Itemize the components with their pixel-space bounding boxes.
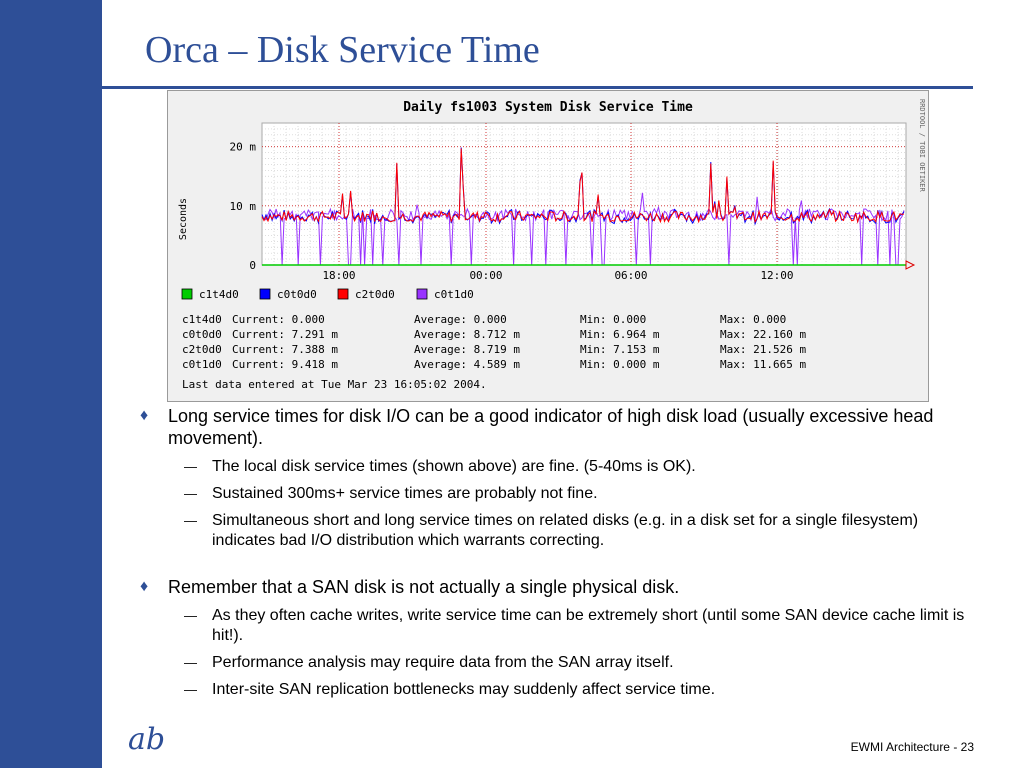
sub-bullet-item: — Simultaneous short and long service ti… [140,511,970,551]
x-tick-label: 18:00 [322,269,355,282]
stats-current: Current: 9.418 m [232,358,338,371]
title-rule [35,86,973,89]
stats-max: Max: 0.000 [720,313,786,326]
stats-disk: c0t0d0 [182,328,222,341]
sub-bullet-item: — Inter-site SAN replication bottlenecks… [140,680,970,700]
bullet-gap [140,558,970,576]
stats-max: Max: 11.665 m [720,358,806,371]
y-tick-label: 10 m [230,200,257,213]
stats-average: Average: 0.000 [414,313,507,326]
stats-disk: c2t0d0 [182,343,222,356]
legend-label: c0t1d0 [434,288,474,301]
disk-service-chart: Daily fs1003 System Disk Service Time RRD… [178,99,926,391]
rrd-graph: Daily fs1003 System Disk Service Time RRD… [167,90,929,402]
last-data-label: Last data entered at Tue Mar 23 16:05:02… [182,378,487,391]
stats-min: Min: 0.000 [580,313,646,326]
bullet-item: ♦ Remember that a SAN disk is not actual… [140,576,970,598]
x-tick-label: 12:00 [760,269,793,282]
legend-label: c2t0d0 [355,288,395,301]
y-tick-label: 0 [249,259,256,272]
sidebar-band [0,0,102,768]
stats-average: Average: 4.589 m [414,358,520,371]
legend-swatch-c2t0d0 [337,288,349,300]
stats-disk: c1t4d0 [182,313,222,326]
stats-average: Average: 8.712 m [414,328,520,341]
legend-label: c0t0d0 [277,288,317,301]
x-tick-label: 00:00 [469,269,502,282]
sub-bullet-item: — As they often cache writes, write serv… [140,606,970,646]
chart-title: Daily fs1003 System Disk Service Time [403,100,693,115]
legend-swatch-c1t4d0 [181,288,193,300]
sub-bullet-text: Simultaneous short and long service time… [212,512,919,549]
dash-bullet-icon: — [184,608,197,623]
dash-bullet-icon: — [184,513,197,528]
sub-bullet-item: — The local disk service times (shown ab… [140,457,970,477]
legend-label: c1t4d0 [199,288,239,301]
legend-swatch-c0t0d0 [259,288,271,300]
stats-current: Current: 7.388 m [232,343,338,356]
bullet-text: Remember that a SAN disk is not actually… [168,577,680,597]
stats-max: Max: 22.160 m [720,328,806,341]
sub-bullet-text: Sustained 300ms+ service times are proba… [212,485,598,502]
dash-bullet-icon: — [184,682,197,697]
bullet-item: ♦ Long service times for disk I/O can be… [140,405,970,449]
x-axis-arrow [905,260,916,270]
stats-min: Min: 0.000 m [580,358,660,371]
stats-max: Max: 21.526 m [720,343,806,356]
y-axis-label: Seconds [178,198,189,240]
sub-bullet-text: The local disk service times (shown abov… [212,458,696,475]
stats-average: Average: 8.719 m [414,343,520,356]
sub-bullet-item: — Performance analysis may require data … [140,653,970,673]
chart-side-label: RRDTOOL / TOBI OETIKER [918,99,926,193]
company-logo: ab [128,722,166,757]
series-line-c2t0d0 [261,148,905,224]
dash-bullet-icon: — [184,486,197,501]
sub-bullet-text: As they often cache writes, write servic… [212,607,965,644]
stats-min: Min: 7.153 m [580,343,660,356]
sub-bullet-item: — Sustained 300ms+ service times are pro… [140,484,970,504]
dash-bullet-icon: — [184,655,197,670]
sub-bullet-text: Inter-site SAN replication bottlenecks m… [212,681,716,698]
bullet-text: Long service times for disk I/O can be a… [168,406,934,448]
footer-page-label: EWMI Architecture - 23 [850,740,974,754]
stats-min: Min: 6.964 m [580,328,660,341]
diamond-bullet-icon: ♦ [140,407,149,424]
y-tick-label: 20 m [230,141,257,154]
slide-title: Orca – Disk Service Time [145,29,540,71]
stats-current: Current: 7.291 m [232,328,338,341]
x-tick-label: 06:00 [614,269,647,282]
bullet-list: ♦ Long service times for disk I/O can be… [140,405,970,707]
stats-disk: c0t1d0 [182,358,222,371]
sub-bullet-text: Performance analysis may require data fr… [212,654,674,671]
legend-swatch-c0t1d0 [416,288,428,300]
diamond-bullet-icon: ♦ [140,578,149,595]
stats-current: Current: 0.000 [232,313,325,326]
dash-bullet-icon: — [184,459,197,474]
